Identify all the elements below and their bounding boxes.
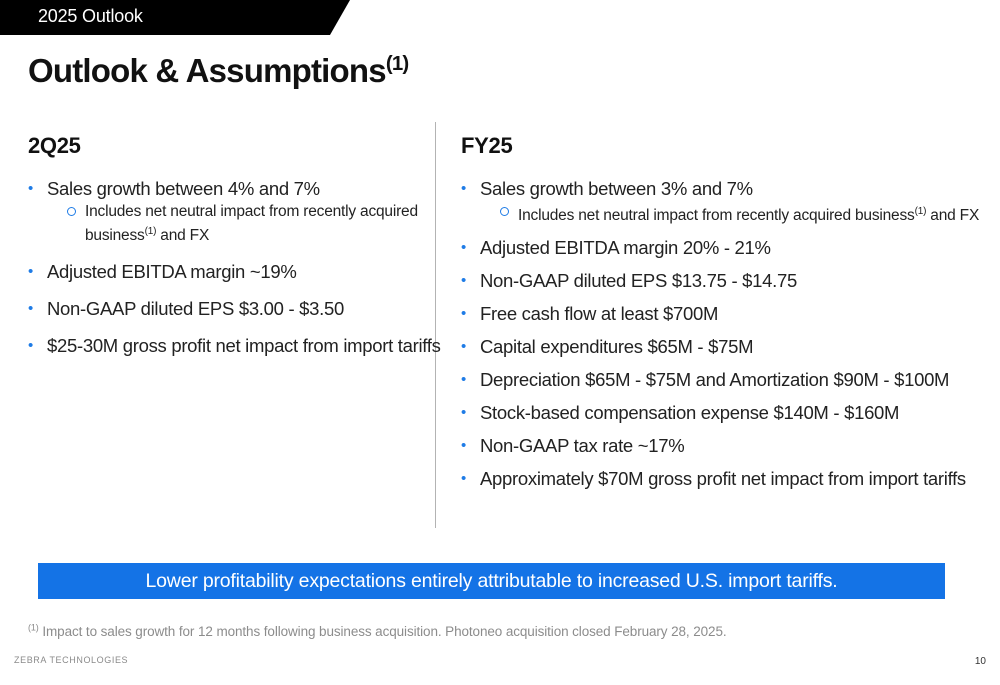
bullet-dot-icon: • xyxy=(28,337,33,355)
bullet-item: • Stock-based compensation expense $140M … xyxy=(461,402,991,424)
bullet-item: • Capital expenditures $65M - $75M xyxy=(461,336,991,358)
tariff-callout-banner: Lower profitability expectations entirel… xyxy=(38,563,945,599)
bullet-text: Sales growth between 4% and 7% xyxy=(47,178,320,199)
bullet-item: • Free cash flow at least $700M xyxy=(461,303,991,325)
bullet-item: • Adjusted EBITDA margin 20% - 21% xyxy=(461,237,991,259)
column-divider xyxy=(435,122,436,528)
page-number: 10 xyxy=(974,656,986,667)
bullet-dot-icon: • xyxy=(28,300,33,318)
page-title-text: Outlook & Assumptions xyxy=(28,52,387,89)
bullet-dot-icon: • xyxy=(461,305,466,323)
bullet-text: Sales growth between 3% and 7% xyxy=(480,178,753,199)
banner-text: Lower profitability expectations entirel… xyxy=(145,569,838,592)
section-tab-label: 2025 Outlook xyxy=(38,6,143,26)
bullet-text: Approximately $70M gross profit net impa… xyxy=(480,468,966,490)
bullet-text: Non-GAAP diluted EPS $3.00 - $3.50 xyxy=(47,298,344,320)
bullet-text: Free cash flow at least $700M xyxy=(480,303,719,325)
bullet-dot-icon: • xyxy=(461,470,466,488)
bullet-text: Non-GAAP diluted EPS $13.75 - $14.75 xyxy=(480,270,797,292)
bullet-dot-icon: • xyxy=(461,180,466,197)
bullet-dot-icon: • xyxy=(28,263,33,281)
bullet-dot-icon: • xyxy=(28,180,33,197)
sub-bullet-text: Includes net neutral impact from recentl… xyxy=(518,207,915,225)
bullet-item: • Non-GAAP diluted EPS $13.75 - $14.75 xyxy=(461,270,991,292)
bullet-item: • Sales growth between 3% and 7% Includes … xyxy=(461,178,991,226)
page-title: Outlook & Assumptions(1) xyxy=(28,52,409,90)
footnote: (1) Impact to sales growth for 12 months… xyxy=(28,622,727,639)
bullet-text: Adjusted EBITDA margin 20% - 21% xyxy=(480,237,771,259)
sub-bullet-footnote-marker: (1) xyxy=(144,226,157,237)
bullet-dot-icon: • xyxy=(461,239,466,257)
bullet-text: Stock-based compensation expense $140M -… xyxy=(480,402,900,424)
bullet-item: • Non-GAAP tax rate ~17% xyxy=(461,435,991,457)
fiscal-year-outlook-list: • Sales growth between 3% and 7% Includes … xyxy=(461,178,991,490)
section-tab xyxy=(0,0,350,35)
footnote-text: Impact to sales growth for 12 months fol… xyxy=(42,624,727,639)
bullet-text: Depreciation $65M - $75M and Amortizatio… xyxy=(480,369,950,391)
bullet-dot-icon: • xyxy=(461,338,466,356)
bullet-dot-icon: • xyxy=(461,371,466,389)
title-footnote-marker: (1) xyxy=(385,52,409,75)
hollow-circle-bullet-icon xyxy=(500,207,509,216)
bullet-text: $25-30M gross profit net impact from imp… xyxy=(47,335,441,357)
sub-bullet-footnote-marker: (1) xyxy=(914,206,927,217)
bullet-text: Non-GAAP tax rate ~17% xyxy=(480,435,685,457)
bullet-dot-icon: • xyxy=(461,272,466,290)
bullet-text: Adjusted EBITDA margin ~19% xyxy=(47,261,297,283)
sub-bullet: Includes net neutral impact from recentl… xyxy=(47,202,448,246)
sub-bullet: Includes net neutral impact from recentl… xyxy=(480,202,991,226)
bullet-item: • Approximately $70M gross profit net imp… xyxy=(461,468,991,490)
bullet-item: • $25-30M gross profit net impact from im… xyxy=(28,335,448,357)
fiscal-year-heading: FY25 xyxy=(461,133,513,158)
footnote-marker: (1) xyxy=(28,622,39,633)
sub-bullet-text-suffix: and FX xyxy=(926,207,980,225)
bullet-dot-icon: • xyxy=(461,437,466,455)
bullet-item: • Sales growth between 4% and 7% Includes … xyxy=(28,178,448,246)
sub-bullet-text: Includes net neutral impact from recentl… xyxy=(85,203,418,245)
bullet-text: Capital expenditures $65M - $75M xyxy=(480,336,754,358)
quarter-outlook-list: • Sales growth between 4% and 7% Includes … xyxy=(28,178,448,357)
bullet-item: • Depreciation $65M - $75M and Amortizati… xyxy=(461,369,991,391)
footer-brand: ZEBRA TECHNOLOGIES xyxy=(14,655,129,665)
hollow-circle-bullet-icon xyxy=(67,207,76,216)
quarter-heading: 2Q25 xyxy=(28,133,81,158)
bullet-item: • Non-GAAP diluted EPS $3.00 - $3.50 xyxy=(28,298,448,320)
sub-bullet-text-suffix: and FX xyxy=(156,227,210,245)
bullet-item: • Adjusted EBITDA margin ~19% xyxy=(28,261,448,283)
bullet-dot-icon: • xyxy=(461,404,466,422)
